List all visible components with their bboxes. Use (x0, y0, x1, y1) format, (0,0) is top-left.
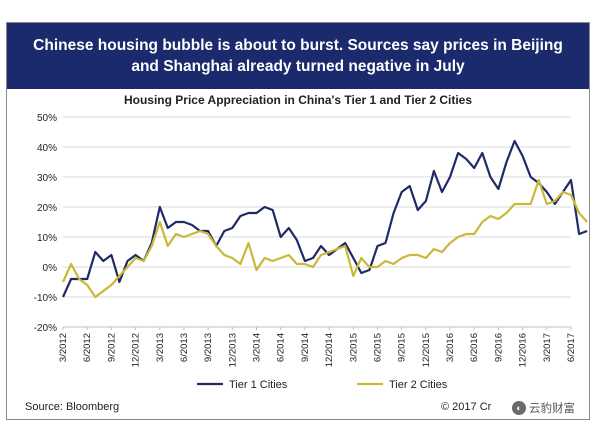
headline-banner: Chinese housing bubble is about to burst… (7, 23, 589, 89)
x-tick-label: 6/2013 (179, 333, 190, 362)
x-tick-label: 6/2017 (566, 333, 577, 362)
x-tick-label: 6/2016 (469, 333, 480, 362)
y-tick-label: 50% (37, 113, 57, 124)
legend-label: Tier 2 Cities (389, 379, 448, 391)
chart-card: Chinese housing bubble is about to burst… (6, 22, 590, 420)
line-chart: -20% -10% 0% 10% 20% 30% 40% 50% 3/2012 6/2012 9/2… (34, 113, 588, 391)
watermark-text: 云豹财富 (529, 403, 575, 415)
x-tick-label: 12/2016 (518, 333, 529, 367)
watermark-logo-icon: ◐ (512, 401, 526, 415)
y-tick-label: 20% (37, 203, 57, 214)
x-tick-label: 3/2013 (155, 333, 166, 362)
x-tick-label: 3/2014 (252, 333, 263, 362)
chart-title: Housing Price Appreciation in China's Ti… (123, 93, 473, 107)
x-tick-label: 6/2014 (276, 333, 287, 362)
x-tick-label: 9/2015 (397, 333, 408, 362)
x-tick-label: 9/2014 (300, 333, 311, 362)
y-tick-label: 10% (37, 233, 57, 244)
x-tick-label: 12/2015 (421, 333, 432, 367)
headline-text: Chinese housing bubble is about to burst… (33, 37, 563, 75)
y-tick-label: 30% (37, 173, 57, 184)
x-tick-label: 9/2016 (493, 333, 504, 362)
x-tick-label: 3/2012 (58, 333, 69, 362)
source-note: Source: Bloomberg (25, 401, 120, 413)
y-tick-label: -10% (34, 293, 57, 304)
y-tick-label: 40% (37, 143, 57, 154)
x-tick-label: 9/2012 (106, 333, 117, 362)
x-tick-label: 6/2015 (372, 333, 383, 362)
series-line-tier1 (61, 139, 588, 298)
copyright-note: © 2017 Cr (441, 401, 492, 413)
x-tick-label: 12/2012 (131, 333, 142, 367)
x-tick-label: 6/2012 (82, 333, 93, 362)
x-tick-label: 12/2013 (227, 333, 238, 367)
x-tick-label: 3/2015 (348, 333, 359, 362)
x-tick-label: 3/2017 (542, 333, 553, 362)
series-line-tier2 (61, 178, 588, 299)
y-tick-label: 0% (43, 263, 58, 274)
legend-label: Tier 1 Cities (229, 379, 288, 391)
x-tick-label: 9/2013 (203, 333, 214, 362)
watermark: ◐ 云豹财富 (509, 399, 578, 417)
y-tick-label: -20% (34, 323, 57, 334)
x-tick-label: 12/2014 (324, 333, 335, 367)
x-tick-label: 3/2016 (445, 333, 456, 362)
